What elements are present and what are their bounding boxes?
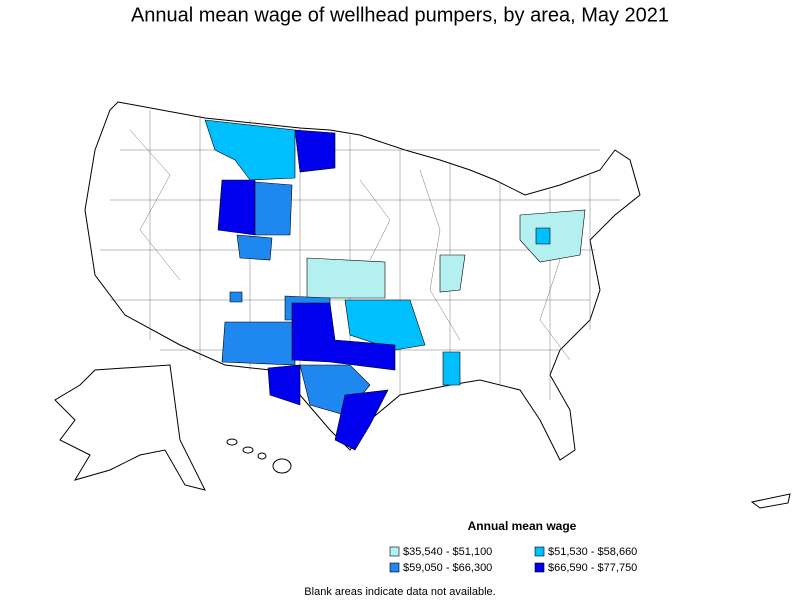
area [291,302,396,371]
legend-swatch [389,546,400,557]
legend-label: $59,050 - $66,300 [403,562,492,574]
legend-label: $35,540 - $51,100 [403,546,492,558]
legend-swatch [534,546,545,557]
legend-title: Annual mean wage [468,519,577,533]
area [254,181,293,236]
legend-label: $51,530 - $58,660 [548,546,637,558]
shaded-areas [204,119,586,451]
area [236,234,273,261]
map-title: Annual mean wage of wellhead pumpers, by… [131,4,669,26]
map [54,101,791,509]
area [334,389,389,451]
hawaii [226,438,292,474]
area [294,129,336,173]
area [267,364,301,406]
legend-swatch [534,562,545,573]
area [344,299,426,351]
area [229,291,243,303]
legend-label: $66,590 - $77,750 [548,562,637,574]
area [442,351,461,386]
area [306,257,386,299]
area [519,209,586,263]
legend-swatch [389,562,400,573]
area [217,179,256,236]
area [535,227,551,245]
puerto-rico [750,493,791,509]
area [439,254,466,293]
legend: $35,540 - $51,100 $51,530 - $58,660 $59,05… [389,546,637,574]
footnote: Blank areas indicate data not available. [304,586,495,598]
area [221,321,296,366]
alaska [54,364,206,491]
